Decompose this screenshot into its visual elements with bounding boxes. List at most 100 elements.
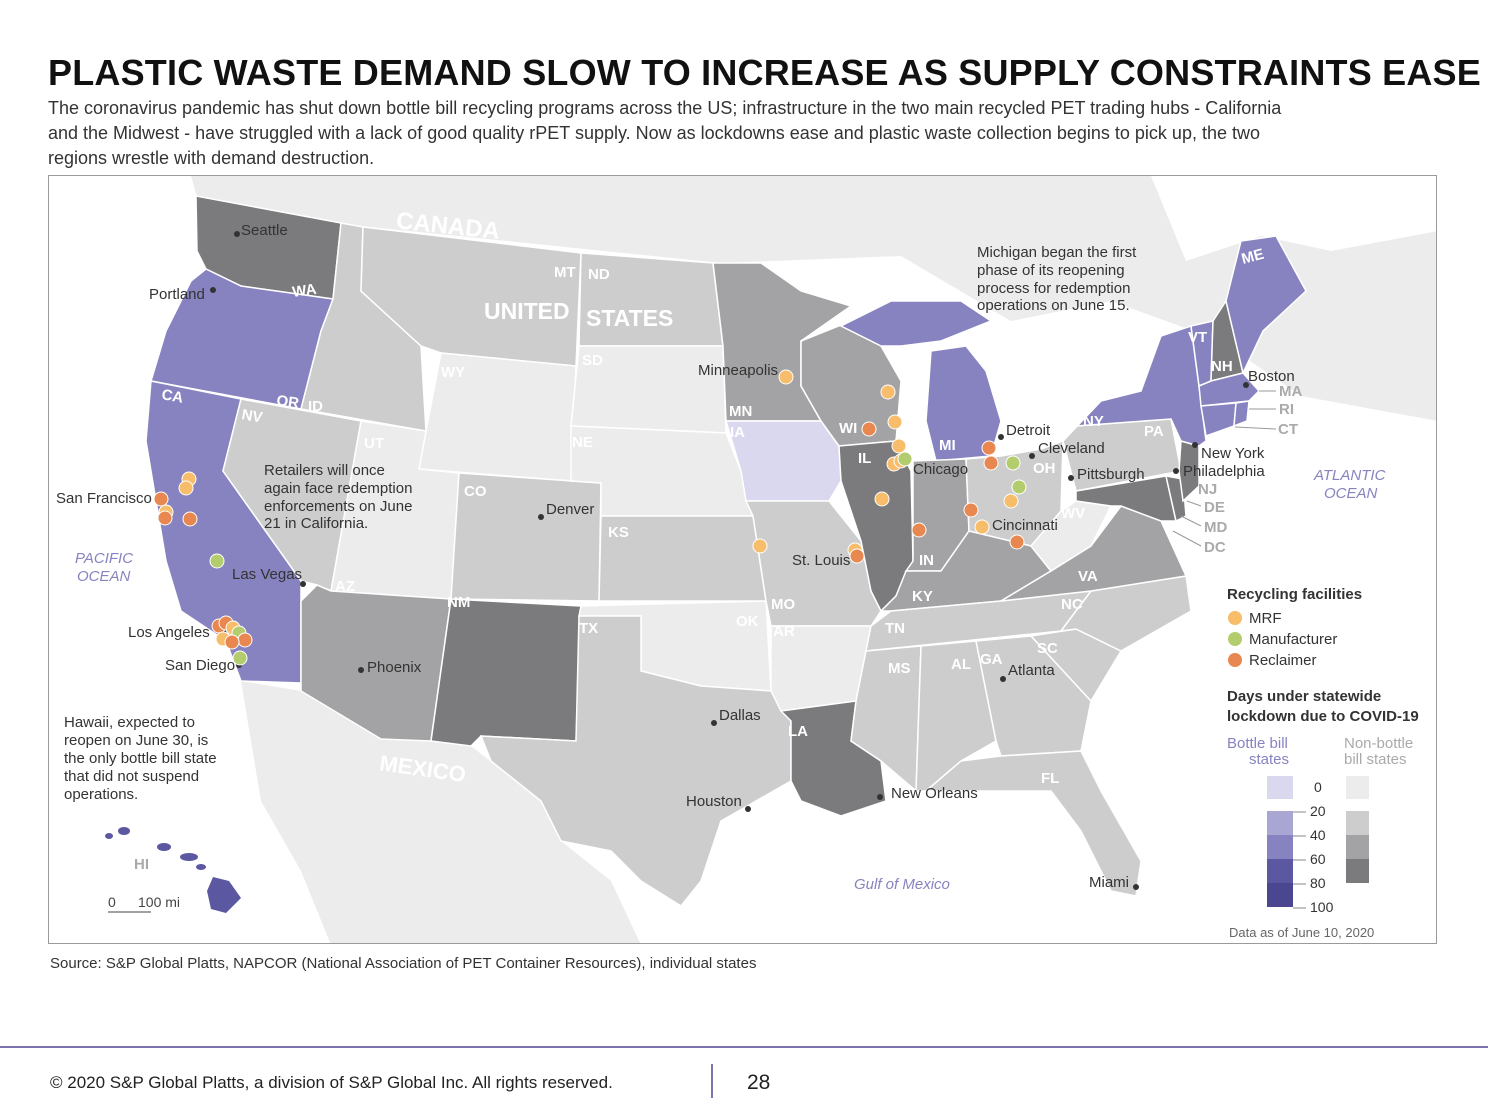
ramp-bottle-2 [1267,835,1293,859]
state-label-al: AL [951,656,971,673]
city-label-22: Philadelphia [1183,463,1265,480]
state-label-nh: NH [1211,358,1233,375]
state-label-pa: PA [1144,423,1164,440]
state-label-mi: MI [939,437,956,454]
page-title: PLASTIC WASTE DEMAND SLOW TO INCREASE AS… [48,52,1481,93]
ramp-bottle-1 [1267,811,1293,835]
city-label-8: Minneapolis [698,362,778,379]
state-ri [1233,400,1250,428]
california-annotation: Retailers will once again face redemptio… [264,462,417,532]
city-label-21: New York [1201,445,1265,462]
city-label-2: San Francisco [56,490,152,507]
source-note: Source: S&P Global Platts, NAPCOR (Natio… [50,955,757,972]
state-label-ia: IA [730,424,745,441]
pacific-label-2: OCEAN [77,568,131,585]
city-dot-20 [1243,382,1249,388]
ramp-nonbottle-1 [1346,811,1369,835]
state-label-in: IN [919,552,934,569]
state-label-md: MD [1204,519,1227,536]
state-label-fl: FL [1041,770,1059,787]
state-label-az: AZ [335,578,355,595]
legend-facility-label-2: Reclaimer [1249,652,1317,669]
state-label-wv: WV [1061,505,1085,522]
mexico-land [241,681,641,943]
facility-marker-27 [1003,493,1019,509]
city-dot-3 [300,581,306,587]
hawaii-islands [105,827,241,913]
map-frame: CANADA UNITED STATES MEXICO PACIFIC OCEA… [48,175,1437,944]
state-label-mo: MO [771,596,795,613]
state-label-dc: DC [1204,539,1226,556]
state-label-sd: SD [582,352,603,369]
facility-marker-31 [874,491,890,507]
city-label-16: Houston [686,793,742,810]
facility-marker-28 [963,502,979,518]
legend-facilities-title: Recycling facilities [1227,586,1362,603]
facility-marker-1 [178,480,194,496]
city-label-19: Miami [1089,874,1129,891]
ramp-nonbottle-2 [1346,835,1369,859]
city-label-5: San Diego [165,657,235,674]
facility-marker-30 [1009,534,1025,550]
ramp-tick-label-1: 20 [1310,803,1326,819]
legend-facility-swatch-0 [1228,611,1242,625]
legend-facilities: MRF Manufacturer Reclaimer [1228,610,1337,669]
state-label-tn: TN [885,620,905,637]
city-dot-21 [1192,442,1198,448]
state-label-de: DE [1204,499,1225,516]
facility-marker-4 [157,510,173,526]
city-dot-6 [358,667,364,673]
atlantic-label-1: ATLANTIC [1313,467,1386,484]
state-label-hi: HI [134,856,149,873]
state-mi-upper [839,300,993,347]
state-label-ks: KS [608,524,629,541]
state-label-ri: RI [1279,401,1294,418]
state-label-nv: NV [240,406,263,426]
state-nm [430,598,582,747]
state-label-ky: KY [912,588,933,605]
copyright: © 2020 S&P Global Platts, a division of … [50,1073,613,1092]
state-label-ct: CT [1278,421,1298,438]
state-label-la: LA [788,723,808,740]
ramp-tick-label-4: 80 [1310,875,1326,891]
state-label-ca: CA [160,386,184,407]
facility-marker-24 [983,455,999,471]
legend-days-title-1: Days under statewide [1227,688,1381,705]
city-dot-19 [1133,884,1139,890]
state-label-me: ME [1240,246,1266,268]
state-label-nc: NC [1061,596,1083,613]
state-ct [1200,402,1237,438]
state-label-or: OR [275,392,300,412]
city-label-15: Dallas [719,707,761,724]
facility-marker-29 [974,519,990,535]
city-label-7: Denver [546,501,594,518]
facility-marker-6 [209,553,225,569]
state-label-ms: MS [888,660,911,677]
legend-days-title-2: lockdown due to COVID-19 [1227,708,1419,725]
city-dot-15 [711,720,717,726]
state-label-va: VA [1078,568,1098,585]
city-dot-22 [1173,468,1179,474]
hawaii-annotation: Hawaii, expected to reopen on June 30, i… [64,714,221,803]
city-dot-1 [210,287,216,293]
facility-marker-22 [897,451,913,467]
us-label-2: STATES [586,305,673,331]
facility-marker-18 [861,421,877,437]
state-label-oh: OH [1033,460,1056,477]
pacific-label-1: PACIFIC [75,550,133,567]
state-label-nd: ND [588,266,610,283]
facility-marker-15 [778,369,794,385]
legend-bottle-col-2: states [1249,751,1289,768]
legend-nonbottle-col-1: Non-bottle [1344,735,1413,752]
city-label-20: Boston [1248,368,1295,385]
city-dot-13 [1068,475,1074,481]
legend-facility-label-1: Manufacturer [1249,631,1337,648]
ramp-bottle-100 [1267,883,1293,907]
city-label-14: Cincinnati [992,517,1058,534]
ramp-nonbottle-zero [1346,776,1369,799]
footer-rule [0,1046,1488,1048]
facility-marker-35 [752,538,768,554]
scale-label: 100 mi [138,894,180,910]
legend-facility-swatch-2 [1228,653,1242,667]
ramp-tick-label-0: 0 [1314,779,1322,795]
